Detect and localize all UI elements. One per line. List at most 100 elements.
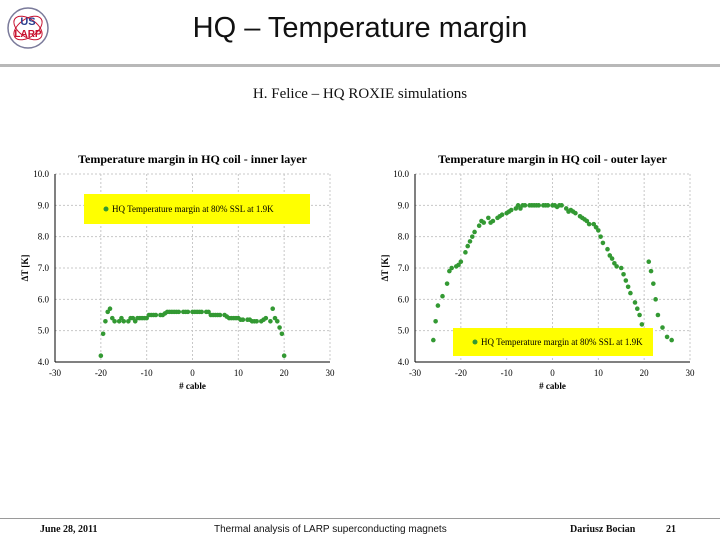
x-tick-label: -20 [95,368,107,378]
x-tick-label: -10 [501,368,513,378]
data-point [618,265,624,271]
data-point [431,337,436,343]
legend-label: HQ Temperature margin at 80% SSL at 1.9K [481,337,643,347]
x-tick-label: 30 [326,368,336,378]
us-larp-logo: US LARP [7,7,49,49]
data-point [621,271,626,277]
y-tick-label: 6.0 [398,294,410,304]
data-point [281,353,287,359]
data-point [274,318,280,324]
x-tick-label: -10 [141,368,153,378]
legend-box [84,194,310,224]
data-point [598,234,603,239]
data-point [268,318,273,324]
data-point [605,246,610,252]
data-point [435,303,441,308]
data-point [490,218,496,224]
data-point [458,259,464,265]
y-tick-label: 10.0 [33,169,49,179]
data-point [628,290,633,296]
x-tick-label: -30 [49,368,61,378]
footer-rule [0,518,720,519]
footer-author: Dariusz Bocian [570,524,636,535]
legend-marker [103,206,109,212]
data-point [600,240,606,246]
y-tick-label: 6.0 [38,294,50,304]
x-axis-label: # cable [179,381,206,391]
data-point [481,220,487,225]
data-point [121,318,127,324]
data-point [651,281,656,286]
chart-svg: Temperature margin in HQ coil - outer la… [380,152,696,391]
data-point [240,317,246,322]
data-point [646,259,652,265]
y-tick-label: 8.0 [398,232,410,242]
data-point [596,228,601,233]
data-point [536,203,542,208]
data-point [664,334,670,340]
data-point [653,297,658,302]
data-point [433,318,438,324]
x-tick-label: 30 [686,368,696,378]
data-point [472,229,477,235]
data-point [586,221,592,227]
x-tick-label: -20 [455,368,467,378]
logo-us: US [20,16,35,28]
data-point [217,312,223,318]
data-point [623,278,629,283]
y-axis-label: ΔT [K] [380,255,390,282]
footer-center-text: Thermal analysis of LARP superconducting… [214,524,447,535]
data-point [476,223,482,228]
y-tick-label: 5.0 [398,326,410,336]
x-tick-label: 10 [594,368,604,378]
outer-layer-chart: Temperature margin in HQ coil - outer la… [360,150,720,400]
x-tick-label: 0 [550,368,555,378]
data-point [153,312,159,318]
data-point [508,207,514,213]
x-tick-label: 20 [280,368,290,378]
chart-title: Temperature margin in HQ coil - inner la… [78,152,307,166]
x-tick-label: 0 [190,368,195,378]
y-tick-label: 10.0 [393,169,409,179]
data-point [648,268,654,274]
y-tick-label: 4.0 [38,357,50,367]
data-point [655,312,661,318]
data-point [463,250,468,255]
legend-box [453,328,653,356]
data-point [637,312,642,318]
data-point [263,315,269,321]
data-point [486,215,491,221]
y-tick-label: 8.0 [38,232,50,242]
data-point [634,306,640,312]
data-point [545,203,551,208]
data-point [614,264,619,269]
data-point [176,309,182,315]
x-tick-label: 20 [640,368,650,378]
data-point [522,203,528,208]
data-point [639,322,645,327]
legend-label: HQ Temperature margin at 80% SSL at 1.9K [112,204,274,214]
data-point [660,325,665,330]
y-tick-label: 7.0 [38,263,50,273]
data-point [100,331,106,337]
data-point [185,309,191,315]
data-point [499,212,505,218]
data-point [112,318,117,324]
data-point [199,309,204,315]
data-point [669,337,674,343]
logo-larp: LARP [14,29,42,40]
slide-title: HQ – Temperature margin [192,12,528,44]
slide-subtitle: H. Felice – HQ ROXIE simulations [252,86,468,102]
y-tick-label: 7.0 [398,263,410,273]
data-point [103,318,108,324]
data-point [465,243,471,249]
x-axis-label: # cable [539,381,566,391]
data-point [277,325,282,330]
y-tick-label: 9.0 [398,200,410,210]
chart-svg: Temperature margin in HQ coil - inner la… [20,152,336,391]
legend-marker [472,339,478,345]
data-point [449,265,454,271]
data-point [609,256,615,261]
data-point [107,306,113,312]
y-tick-label: 5.0 [38,326,50,336]
